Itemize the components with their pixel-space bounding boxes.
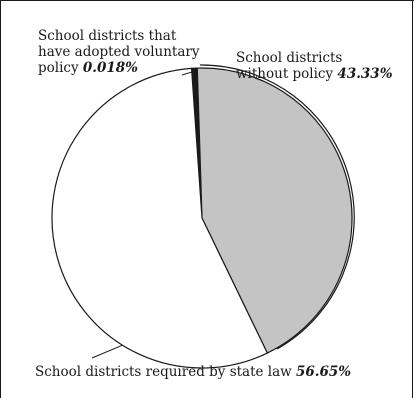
slice-label-voluntary-policy: School districts that have adopted volun… (38, 28, 199, 76)
slice-label-line: without policy (236, 66, 334, 82)
pie-slice-without-policy (196, 67, 353, 354)
slice-value-label: 0.018% (82, 60, 138, 76)
slice-label-without-policy: School districts without policy 43.33% (236, 50, 393, 82)
leader-line-voluntary-policy (181, 70, 195, 76)
frame-top-border (0, 0, 414, 1)
leader-line-required-by-law (91, 344, 123, 359)
pie-slices (51, 64, 355, 369)
frame-right-border (412, 0, 413, 398)
slice-label-line: School districts (236, 50, 343, 66)
pie-slice-rim-without-policy (199, 64, 355, 350)
slice-label-line: policy (38, 60, 79, 76)
slice-label-line: have adopted voluntary (38, 44, 200, 60)
slice-value-label: 56.65% (296, 364, 352, 380)
frame-left-border (0, 0, 1, 398)
leader-line-without-policy (254, 77, 264, 82)
slice-value-label: 43.33% (337, 66, 393, 82)
slice-label-line: School districts required by state law (35, 364, 292, 380)
leader-lines (91, 70, 264, 359)
slice-label-required-by-law: School districts required by state law 5… (35, 364, 351, 380)
slice-label-line: School districts that (38, 28, 177, 44)
pie-slice-required-by-law (51, 67, 269, 369)
